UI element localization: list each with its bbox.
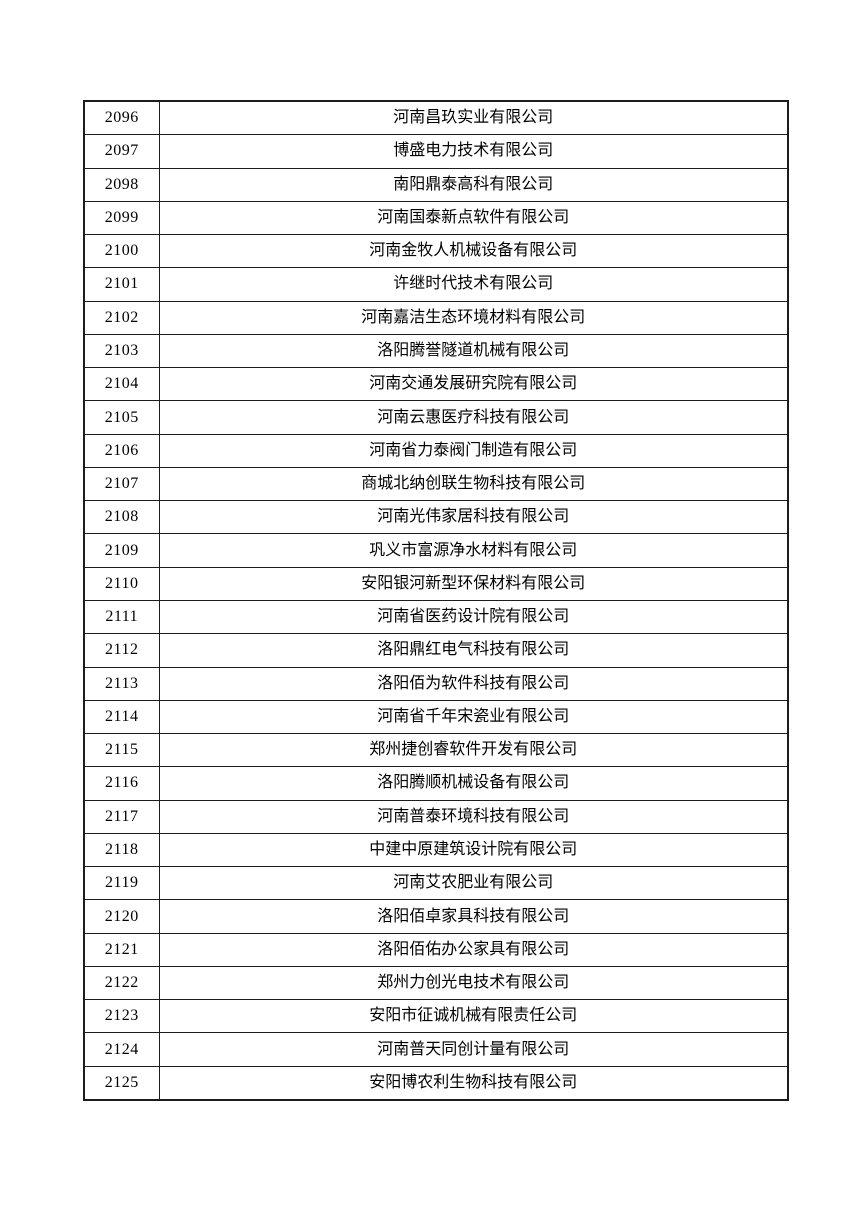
row-number-cell: 2099 — [83, 200, 160, 236]
row-number-cell: 2103 — [83, 333, 160, 369]
table-row: 2125 安阳博农利生物科技有限公司 — [83, 1065, 789, 1101]
row-number-cell: 2123 — [83, 999, 160, 1034]
company-name-cell: 洛阳腾顺机械设备有限公司 — [158, 766, 789, 801]
row-number-cell: 2117 — [83, 799, 160, 834]
row-number-cell: 2109 — [83, 533, 160, 568]
company-name-cell: 洛阳佰佑办公家具有限公司 — [158, 932, 789, 967]
table-row: 2118 中建中原建筑设计院有限公司 — [83, 832, 789, 868]
company-name-cell: 安阳银河新型环保材料有限公司 — [158, 566, 789, 601]
company-name-cell: 商城北纳创联生物科技有限公司 — [158, 466, 789, 502]
table-row: 2099 河南国泰新点软件有限公司 — [83, 200, 789, 236]
table-row: 2115 郑州捷创睿软件开发有限公司 — [83, 733, 789, 768]
company-name-cell: 河南省医药设计院有限公司 — [158, 599, 789, 635]
row-number-cell: 2119 — [83, 866, 160, 901]
company-name-cell: 河南省千年宋瓷业有限公司 — [158, 699, 789, 735]
company-name-cell: 中建中原建筑设计院有限公司 — [158, 832, 789, 868]
company-name-cell: 郑州捷创睿软件开发有限公司 — [158, 733, 789, 768]
table-row: 2105 河南云惠医疗科技有限公司 — [83, 400, 789, 435]
row-number-cell: 2104 — [83, 367, 160, 402]
table-row: 2119 河南艾农肥业有限公司 — [83, 866, 789, 901]
table-row: 2108 河南光伟家居科技有限公司 — [83, 500, 789, 535]
company-name-cell: 洛阳鼎红电气科技有限公司 — [158, 633, 789, 668]
company-name-cell: 河南艾农肥业有限公司 — [158, 866, 789, 901]
row-number-cell: 2110 — [83, 566, 160, 601]
company-name-cell: 河南省力泰阀门制造有限公司 — [158, 433, 789, 468]
company-name-cell: 洛阳佰为软件科技有限公司 — [158, 666, 789, 701]
row-number-cell: 2097 — [83, 134, 160, 169]
table-row: 2100 河南金牧人机械设备有限公司 — [83, 234, 789, 269]
row-number-cell: 2122 — [83, 965, 160, 1001]
row-number-cell: 2106 — [83, 433, 160, 468]
row-number-cell: 2120 — [83, 899, 160, 934]
row-number-cell: 2115 — [83, 733, 160, 768]
table-row: 2106 河南省力泰阀门制造有限公司 — [83, 433, 789, 468]
table-row: 2104 河南交通发展研究院有限公司 — [83, 367, 789, 402]
table-row: 2114 河南省千年宋瓷业有限公司 — [83, 699, 789, 735]
row-number-cell: 2114 — [83, 699, 160, 735]
table-row: 2116 洛阳腾顺机械设备有限公司 — [83, 766, 789, 801]
company-table: 2096 河南昌玖实业有限公司 2097 博盛电力技术有限公司 2098 南阳鼎… — [83, 100, 789, 1101]
company-name-cell: 河南国泰新点软件有限公司 — [158, 200, 789, 236]
table-row: 2096 河南昌玖实业有限公司 — [83, 100, 789, 136]
company-name-cell: 洛阳佰卓家具科技有限公司 — [158, 899, 789, 934]
table-row: 2111 河南省医药设计院有限公司 — [83, 599, 789, 635]
table-row: 2110 安阳银河新型环保材料有限公司 — [83, 566, 789, 601]
table-row: 2103 洛阳腾誉隧道机械有限公司 — [83, 333, 789, 369]
table-row: 2117 河南普泰环境科技有限公司 — [83, 799, 789, 834]
row-number-cell: 2113 — [83, 666, 160, 701]
table-row: 2098 南阳鼎泰高科有限公司 — [83, 167, 789, 202]
company-name-cell: 郑州力创光电技术有限公司 — [158, 965, 789, 1001]
table-row: 2097 博盛电力技术有限公司 — [83, 134, 789, 169]
company-name-cell: 许继时代技术有限公司 — [158, 267, 789, 302]
company-name-cell: 河南交通发展研究院有限公司 — [158, 367, 789, 402]
company-name-cell: 河南光伟家居科技有限公司 — [158, 500, 789, 535]
company-name-cell: 河南普泰环境科技有限公司 — [158, 799, 789, 834]
table-row: 2112 洛阳鼎红电气科技有限公司 — [83, 633, 789, 668]
row-number-cell: 2111 — [83, 599, 160, 635]
row-number-cell: 2108 — [83, 500, 160, 535]
company-table-body: 2096 河南昌玖实业有限公司 2097 博盛电力技术有限公司 2098 南阳鼎… — [83, 100, 789, 1101]
row-number-cell: 2107 — [83, 466, 160, 502]
table-row: 2109 巩义市富源净水材料有限公司 — [83, 533, 789, 568]
table-row: 2101 许继时代技术有限公司 — [83, 267, 789, 302]
table-row: 2113 洛阳佰为软件科技有限公司 — [83, 666, 789, 701]
company-name-cell: 河南嘉洁生态环境材料有限公司 — [158, 300, 789, 335]
company-name-cell: 河南昌玖实业有限公司 — [158, 100, 789, 136]
row-number-cell: 2116 — [83, 766, 160, 801]
row-number-cell: 2100 — [83, 234, 160, 269]
row-number-cell: 2118 — [83, 832, 160, 868]
row-number-cell: 2096 — [83, 100, 160, 136]
table-row: 2123 安阳市征诚机械有限责任公司 — [83, 999, 789, 1034]
company-name-cell: 巩义市富源净水材料有限公司 — [158, 533, 789, 568]
company-name-cell: 安阳博农利生物科技有限公司 — [158, 1065, 789, 1101]
company-name-cell: 博盛电力技术有限公司 — [158, 134, 789, 169]
row-number-cell: 2101 — [83, 267, 160, 302]
table-row: 2120 洛阳佰卓家具科技有限公司 — [83, 899, 789, 934]
table-row: 2121 洛阳佰佑办公家具有限公司 — [83, 932, 789, 967]
company-name-cell: 河南普天同创计量有限公司 — [158, 1032, 789, 1067]
company-name-cell: 河南云惠医疗科技有限公司 — [158, 400, 789, 435]
company-name-cell: 河南金牧人机械设备有限公司 — [158, 234, 789, 269]
row-number-cell: 2105 — [83, 400, 160, 435]
row-number-cell: 2098 — [83, 167, 160, 202]
row-number-cell: 2112 — [83, 633, 160, 668]
company-name-cell: 安阳市征诚机械有限责任公司 — [158, 999, 789, 1034]
row-number-cell: 2125 — [83, 1065, 160, 1101]
table-row: 2107 商城北纳创联生物科技有限公司 — [83, 466, 789, 502]
row-number-cell: 2121 — [83, 932, 160, 967]
table-row: 2124 河南普天同创计量有限公司 — [83, 1032, 789, 1067]
table-row: 2102 河南嘉洁生态环境材料有限公司 — [83, 300, 789, 335]
company-name-cell: 洛阳腾誉隧道机械有限公司 — [158, 333, 789, 369]
row-number-cell: 2102 — [83, 300, 160, 335]
row-number-cell: 2124 — [83, 1032, 160, 1067]
company-name-cell: 南阳鼎泰高科有限公司 — [158, 167, 789, 202]
table-row: 2122 郑州力创光电技术有限公司 — [83, 965, 789, 1001]
